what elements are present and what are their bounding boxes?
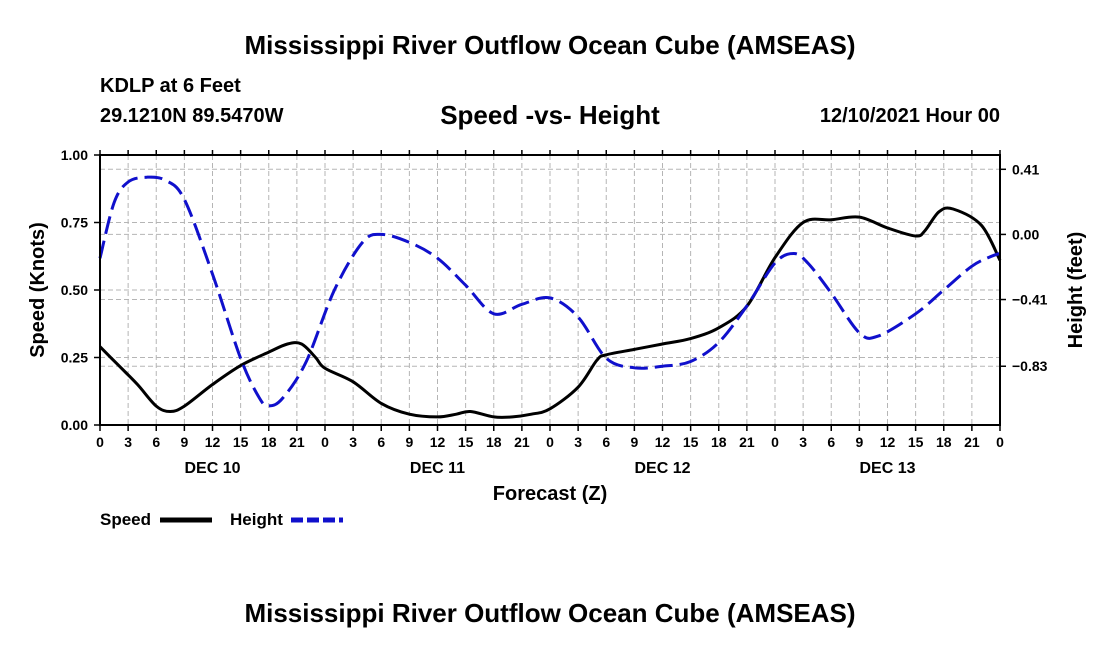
x-tick-label: 15 — [233, 434, 249, 450]
chart-subtitle: Speed -vs- Height — [440, 100, 660, 130]
x-tick-label: 3 — [124, 434, 132, 450]
x-tick-label: 21 — [514, 434, 530, 450]
y-axis-left-label: Speed (Knots) — [27, 222, 49, 358]
x-tick-label: 6 — [152, 434, 160, 450]
station-label: KDLP at 6 Feet — [100, 75, 241, 97]
y-tick-label-left: 0.50 — [61, 282, 88, 298]
x-tick-label: 9 — [405, 434, 413, 450]
x-tick-label: 0 — [771, 434, 779, 450]
y-tick-label-left: 0.00 — [61, 417, 88, 433]
x-tick-label: 12 — [430, 434, 446, 450]
axes: 0 3 6 9 12 15 18 21 0 3 6 9 12 15 18 21 0 3 6 9 12 15 18 21 0 3 6 9… — [61, 147, 1048, 477]
y-tick-label-right: 0.41 — [1012, 161, 1039, 177]
x-tick-label: 12 — [655, 434, 671, 450]
x-tick-label: 6 — [827, 434, 835, 450]
day-label: DEC 10 — [184, 460, 240, 477]
forecast-datetime: 12/10/2021 Hour 00 — [819, 105, 1000, 127]
y-tick-label-right: 0.00 — [1012, 226, 1039, 242]
x-tick-label: 3 — [349, 434, 357, 450]
y-axis-right-label: Height (feet) — [1065, 232, 1087, 349]
day-label: DEC 12 — [634, 460, 690, 477]
x-tick-label: 15 — [908, 434, 924, 450]
x-tick-label: 21 — [964, 434, 980, 450]
y-tick-label-left: 1.00 — [61, 147, 88, 163]
x-tick-label: 18 — [486, 434, 502, 450]
legend-speed-label: Speed — [100, 510, 151, 529]
y-tick-label-right: −0.83 — [1012, 358, 1048, 374]
x-tick-label: 15 — [458, 434, 474, 450]
x-tick-label: 6 — [602, 434, 610, 450]
x-tick-label: 21 — [739, 434, 755, 450]
x-axis-label: Forecast (Z) — [493, 483, 607, 505]
x-tick-label: 0 — [546, 434, 554, 450]
grid — [100, 155, 1000, 425]
legend-height-label: Height — [230, 510, 283, 529]
x-tick-label: 3 — [574, 434, 582, 450]
x-tick-label: 9 — [180, 434, 188, 450]
x-tick-label: 9 — [630, 434, 638, 450]
y-tick-label-left: 0.25 — [61, 350, 88, 366]
x-tick-label: 12 — [205, 434, 221, 450]
chart-title: Mississippi River Outflow Ocean Cube (AM… — [244, 30, 856, 60]
x-tick-label: 12 — [880, 434, 896, 450]
series-line-height — [98, 175, 1001, 408]
series-layer — [98, 175, 1002, 419]
x-tick-label: 18 — [261, 434, 277, 450]
y-tick-label-left: 0.75 — [61, 215, 88, 231]
day-label: DEC 11 — [410, 460, 465, 477]
x-tick-label: 0 — [321, 434, 329, 450]
x-tick-label: 3 — [799, 434, 807, 450]
footer-title: Mississippi River Outflow Ocean Cube (AM… — [244, 598, 856, 628]
legend: Speed Height — [100, 510, 343, 529]
x-tick-label: 18 — [936, 434, 952, 450]
x-tick-label: 18 — [711, 434, 727, 450]
y-tick-label-right: −0.41 — [1012, 292, 1048, 308]
x-tick-label: 0 — [996, 434, 1004, 450]
x-tick-label: 6 — [377, 434, 385, 450]
x-tick-label: 15 — [683, 434, 699, 450]
x-tick-label: 21 — [289, 434, 305, 450]
series-line-speed — [98, 206, 1002, 419]
x-tick-label: 9 — [855, 434, 863, 450]
day-label: DEC 13 — [859, 460, 915, 477]
x-tick-label: 0 — [96, 434, 104, 450]
location-label: 29.1210N 89.5470W — [100, 105, 284, 127]
